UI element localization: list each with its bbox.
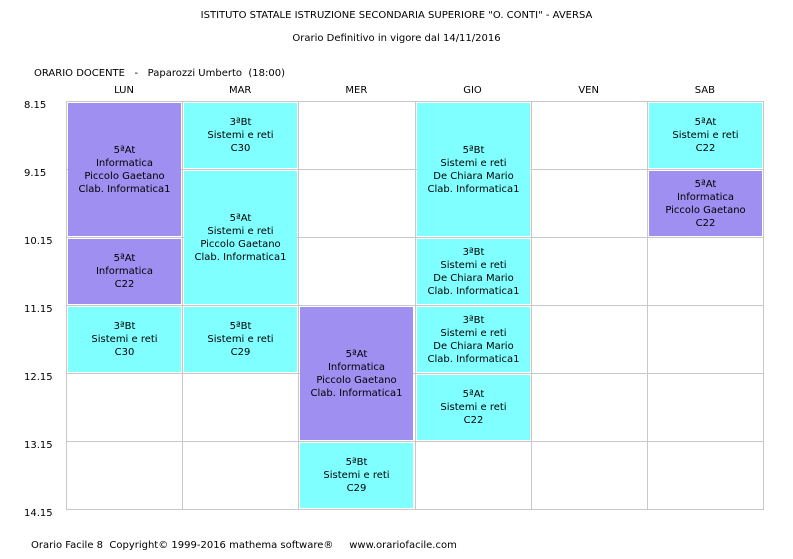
lesson-subject: Sistemi e reti (207, 225, 274, 237)
lesson-cell[interactable]: 5ªAt Informatica Piccolo Gaetano Clab. Info… (300, 307, 413, 440)
hour-label: 14.15 (24, 508, 53, 519)
lesson-room: C29 (230, 347, 251, 358)
timetable-subtitle: Orario Definitivo in vigore dal 14/11/20… (292, 33, 501, 44)
grid-hline (66, 441, 763, 442)
lesson-class: 5ªAt (229, 212, 252, 224)
lesson-class: 5ªAt (113, 253, 136, 264)
grid-hline (66, 237, 763, 238)
lesson-subject: Sistemi e reti (672, 130, 739, 141)
lesson-subject: Sistemi e reti (440, 327, 507, 339)
lesson-cell[interactable]: 5ªAt Informatica Piccolo Gaetano C22 (649, 171, 762, 236)
lesson-cell[interactable]: 5ªAt Sistemi e reti C22 (417, 375, 530, 440)
day-header-lun: LUN (114, 85, 134, 96)
lesson-subject: Sistemi e reti (323, 470, 390, 481)
grid-hline (66, 509, 763, 510)
lesson-class: 5ªAt (694, 178, 717, 190)
lesson-subject: Informatica (327, 361, 386, 373)
grid-hline (66, 373, 763, 374)
lesson-teacher: Piccolo Gaetano (200, 238, 281, 250)
lesson-class: 3ªBt (229, 117, 252, 128)
lesson-teacher: Piccolo Gaetano (84, 170, 165, 182)
lesson-subject: Informatica (95, 266, 154, 277)
lesson-room: C30 (230, 143, 251, 154)
institute-title: ISTITUTO STATALE ISTRUZIONE SECONDARIA S… (200, 10, 593, 21)
lesson-room: C29 (346, 483, 367, 494)
lesson-teacher: Piccolo Gaetano (316, 374, 397, 386)
grid-vline (763, 101, 764, 510)
lesson-class: 5ªBt (229, 321, 252, 332)
lesson-room: Clab. Informatica1 (310, 387, 403, 399)
lesson-room: C22 (114, 279, 135, 290)
lesson-room: Clab. Informatica1 (427, 183, 520, 195)
lesson-cell[interactable]: 3ªBt Sistemi e reti C30 (184, 103, 297, 168)
lesson-cell[interactable]: 5ªAt Sistemi e reti C22 (649, 103, 762, 168)
day-header-ven: VEN (578, 85, 599, 96)
day-header-mar: MAR (228, 85, 252, 96)
grid-hline (66, 169, 763, 170)
day-header-gio: GIO (463, 85, 482, 96)
lesson-class: 5ªAt (694, 117, 717, 128)
lesson-cell[interactable]: 3ªBt Sistemi e reti De Chiara Mario Clab. I… (417, 307, 530, 372)
lesson-cell[interactable]: 5ªBt Sistemi e reti C29 (184, 307, 297, 372)
lesson-subject: Informatica (676, 191, 735, 203)
lesson-class: 5ªAt (345, 348, 368, 360)
lesson-subject: Sistemi e reti (91, 334, 158, 345)
day-header-sab: SAB (694, 85, 715, 96)
grid-hline (66, 305, 763, 306)
lesson-room: Clab. Informatica1 (194, 251, 287, 263)
lesson-teacher: De Chiara Mario (433, 170, 514, 182)
hour-label: 9.15 (24, 168, 47, 179)
teacher-line: ORARIO DOCENTE - Paparozzi Umberto (18:0… (34, 68, 286, 79)
lesson-cell[interactable]: 5ªBt Sistemi e reti C29 (300, 443, 413, 508)
lesson-subject: Sistemi e reti (440, 402, 507, 413)
lesson-class: 5ªAt (113, 144, 136, 156)
lesson-subject: Sistemi e reti (440, 157, 507, 169)
hour-label: 11.15 (24, 304, 53, 315)
lesson-subject: Informatica (95, 157, 154, 169)
hour-label: 8.15 (24, 100, 47, 111)
lesson-class: 5ªBt (345, 457, 368, 468)
lesson-subject: Sistemi e reti (440, 259, 507, 271)
lesson-class: 5ªBt (462, 144, 485, 156)
lesson-cell[interactable]: 3ªBt Sistemi e reti De Chiara Mario Clab. I… (417, 239, 530, 304)
hour-label: 10.15 (24, 236, 53, 247)
lesson-room: C22 (463, 415, 484, 426)
lesson-class: 3ªBt (462, 314, 485, 326)
lesson-class: 3ªBt (113, 321, 136, 332)
lesson-teacher: De Chiara Mario (433, 272, 514, 284)
hour-label: 13.15 (24, 440, 53, 451)
day-header-mer: MER (345, 85, 368, 96)
lesson-teacher: De Chiara Mario (433, 340, 514, 352)
lesson-cell[interactable]: 5ªBt Sistemi e reti De Chiara Mario Clab. I… (417, 103, 530, 236)
lesson-subject: Sistemi e reti (207, 334, 274, 345)
lesson-room: Clab. Informatica1 (427, 285, 520, 297)
lesson-room: C22 (695, 217, 716, 229)
lesson-room: C22 (695, 143, 716, 154)
lesson-room: Clab. Informatica1 (78, 183, 171, 195)
lesson-room: Clab. Informatica1 (427, 353, 520, 365)
lesson-cell[interactable]: 5ªAt Informatica C22 (68, 239, 181, 304)
lesson-subject: Sistemi e reti (207, 130, 274, 141)
lesson-cell[interactable]: 3ªBt Sistemi e reti C30 (68, 307, 181, 372)
footer-credits: Orario Facile 8 Copyright© 1999-2016 mat… (31, 540, 457, 551)
lesson-cell[interactable]: 5ªAt Sistemi e reti Piccolo Gaetano Clab. I… (184, 171, 297, 304)
lesson-teacher: Piccolo Gaetano (665, 204, 746, 216)
lesson-class: 5ªAt (462, 389, 485, 400)
hour-label: 12.15 (24, 372, 53, 383)
lesson-room: C30 (114, 347, 135, 358)
lesson-cell[interactable]: 5ªAt Informatica Piccolo Gaetano Clab. Info… (68, 103, 181, 236)
lesson-class: 3ªBt (462, 246, 485, 258)
grid-hline (66, 101, 763, 102)
